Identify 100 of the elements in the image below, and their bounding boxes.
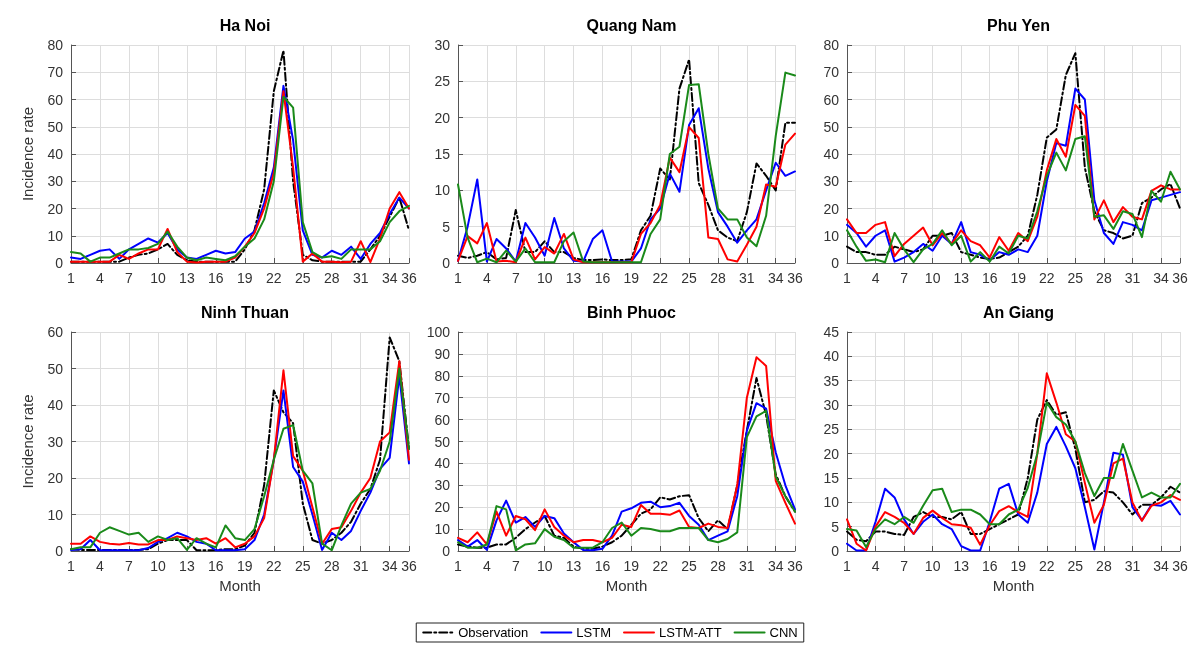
x-tick-label: 31 bbox=[739, 270, 755, 286]
x-tick-label: 10 bbox=[924, 558, 941, 574]
y-tick-label: 80 bbox=[823, 37, 840, 53]
x-tick-label: 16 bbox=[208, 270, 224, 286]
y-tick-label: 0 bbox=[831, 255, 840, 271]
x-tick-label: 25 bbox=[681, 270, 698, 286]
y-tick-label: 40 bbox=[823, 348, 840, 365]
x-tick-label: 22 bbox=[652, 270, 669, 286]
x-tick-label: 28 bbox=[1096, 270, 1112, 286]
x-tick-label: 13 bbox=[953, 270, 970, 286]
x-tick-label: 10 bbox=[536, 270, 553, 286]
y-tick-label: 20 bbox=[47, 200, 64, 217]
x-tick-label: 36 bbox=[787, 270, 803, 286]
x-tick-label: 7 bbox=[511, 270, 520, 286]
y-tick-label: 0 bbox=[442, 255, 451, 271]
x-tick-label: 13 bbox=[179, 558, 195, 574]
x-tick-label: 31 bbox=[1124, 558, 1141, 574]
y-tick-label: 0 bbox=[831, 543, 840, 559]
x-tick-label: 13 bbox=[565, 270, 582, 286]
x-tick-label: 7 bbox=[900, 270, 909, 286]
y-tick-label: 20 bbox=[434, 109, 451, 126]
x-tick-label: 19 bbox=[1010, 270, 1027, 286]
x-tick-label: 31 bbox=[739, 558, 755, 574]
x-tick-label: 34 bbox=[767, 270, 784, 286]
y-tick-label: 60 bbox=[823, 91, 840, 108]
y-tick-label: 15 bbox=[823, 470, 840, 486]
y-tick-label: 10 bbox=[823, 494, 840, 511]
x-tick-label: 28 bbox=[323, 270, 340, 286]
chart-title: Ninh Thuan bbox=[201, 303, 289, 321]
y-tick-label: 70 bbox=[47, 64, 64, 81]
y-tick-label: 30 bbox=[434, 477, 451, 494]
y-tick-label: 40 bbox=[823, 146, 840, 162]
x-tick-label: 7 bbox=[125, 270, 134, 286]
x-tick-label: 7 bbox=[125, 558, 134, 574]
y-tick-label: 0 bbox=[55, 543, 64, 559]
x-tick-label: 34 bbox=[767, 558, 784, 574]
x-tick-label: 4 bbox=[482, 270, 491, 286]
x-tick-label: 4 bbox=[96, 270, 105, 286]
x-tick-label: 31 bbox=[352, 558, 369, 574]
y-tick-label: 5 bbox=[831, 518, 840, 535]
y-tick-label: 40 bbox=[47, 146, 64, 162]
y-tick-label: 20 bbox=[823, 445, 840, 462]
y-tick-label: 50 bbox=[47, 118, 64, 135]
chart-title: Phu Yen bbox=[987, 16, 1050, 34]
x-tick-label: 28 bbox=[710, 270, 726, 286]
x-tick-label: 36 bbox=[401, 270, 417, 286]
x-tick-label: 16 bbox=[594, 558, 611, 574]
x-tick-label: 4 bbox=[482, 558, 491, 574]
y-tick-label: 40 bbox=[47, 397, 64, 413]
x-tick-label: 16 bbox=[981, 558, 998, 574]
y-tick-label: 35 bbox=[823, 372, 840, 389]
chart-title: Binh Phuoc bbox=[587, 303, 677, 321]
y-tick-label: 50 bbox=[434, 433, 451, 450]
y-tick-label: 10 bbox=[434, 521, 451, 538]
legend-label: Observation bbox=[458, 625, 529, 640]
x-axis-title: Month bbox=[605, 576, 648, 594]
y-tick-label: 10 bbox=[47, 227, 64, 244]
x-tick-label: 25 bbox=[681, 558, 698, 574]
x-tick-label: 22 bbox=[1039, 270, 1055, 286]
y-tick-label: 100 bbox=[426, 324, 451, 340]
x-tick-label: 16 bbox=[981, 270, 998, 286]
x-tick-label: 22 bbox=[266, 270, 282, 286]
x-tick-label: 1 bbox=[454, 270, 463, 286]
y-tick-label: 90 bbox=[434, 345, 451, 362]
x-tick-label: 36 bbox=[1172, 270, 1188, 286]
y-tick-label: 50 bbox=[47, 360, 64, 377]
y-tick-label: 60 bbox=[434, 411, 451, 428]
x-tick-label: 34 bbox=[381, 558, 398, 574]
x-tick-label: 34 bbox=[381, 270, 398, 286]
x-tick-label: 7 bbox=[900, 558, 909, 574]
x-tick-label: 31 bbox=[352, 270, 369, 286]
y-axis-title: Incidence rate bbox=[19, 106, 36, 202]
x-tick-label: 25 bbox=[1067, 270, 1084, 286]
x-tick-label: 36 bbox=[401, 558, 417, 574]
y-tick-label: 20 bbox=[434, 499, 451, 516]
y-tick-label: 50 bbox=[823, 118, 840, 135]
chart-title: Quang Nam bbox=[586, 16, 677, 34]
y-tick-label: 60 bbox=[47, 91, 64, 108]
x-tick-label: 13 bbox=[565, 558, 582, 574]
x-tick-label: 22 bbox=[266, 558, 282, 574]
x-tick-label: 22 bbox=[652, 558, 669, 574]
x-tick-label: 31 bbox=[1124, 270, 1141, 286]
chart-title: Ha Noi bbox=[219, 16, 271, 34]
y-tick-label: 30 bbox=[47, 173, 64, 190]
x-tick-label: 19 bbox=[623, 558, 640, 574]
legend-label: CNN bbox=[769, 625, 798, 640]
x-tick-label: 16 bbox=[208, 558, 224, 574]
legend-label: LSTM bbox=[576, 625, 612, 640]
x-tick-label: 25 bbox=[1067, 558, 1084, 574]
y-tick-label: 30 bbox=[47, 433, 64, 450]
x-tick-label: 4 bbox=[96, 558, 105, 574]
x-tick-label: 28 bbox=[323, 558, 340, 574]
y-tick-label: 25 bbox=[434, 73, 451, 90]
y-tick-label: 15 bbox=[434, 146, 451, 162]
chart-title: An Giang bbox=[982, 303, 1055, 321]
y-tick-label: 80 bbox=[434, 367, 451, 384]
x-tick-label: 1 bbox=[843, 558, 852, 574]
y-tick-label: 30 bbox=[823, 397, 840, 413]
y-axis-title: Incidence rate bbox=[19, 394, 36, 489]
x-tick-label: 10 bbox=[536, 558, 553, 574]
